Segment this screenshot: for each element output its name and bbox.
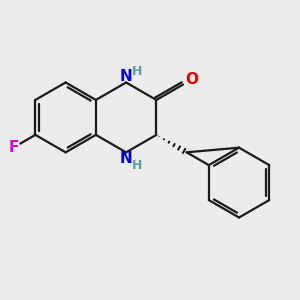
Text: H: H xyxy=(132,65,142,78)
Text: H: H xyxy=(131,159,142,172)
Text: F: F xyxy=(8,140,19,155)
Text: O: O xyxy=(185,72,198,87)
Text: N: N xyxy=(120,151,133,166)
Text: N: N xyxy=(120,69,133,84)
